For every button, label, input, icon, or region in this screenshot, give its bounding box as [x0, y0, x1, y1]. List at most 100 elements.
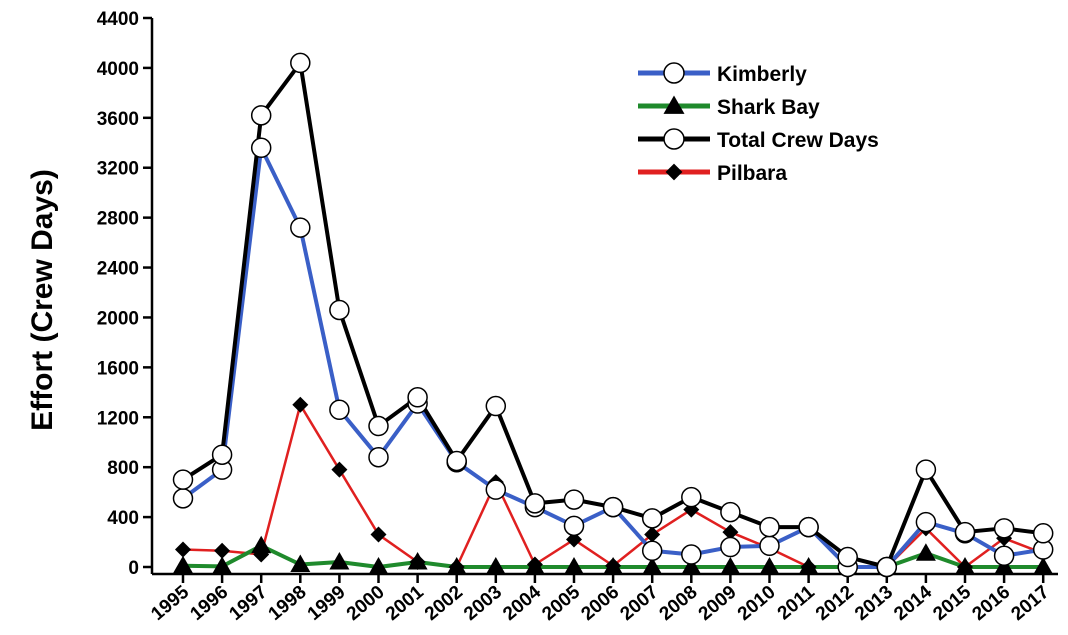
data-point-pilbara: [214, 542, 231, 559]
data-point-shark-bay: [212, 556, 233, 574]
data-point-shark-bay: [329, 552, 350, 570]
data-point-total-crew-days: [290, 52, 311, 74]
x-tick-label: 1996: [186, 582, 232, 625]
x-tick-label: 1998: [265, 582, 311, 625]
data-point-total-crew-days: [954, 521, 976, 543]
data-point-kimberly: [250, 137, 272, 159]
y-tick-label: 3200: [97, 159, 139, 180]
x-tick-label: 2016: [968, 582, 1014, 625]
data-point-shark-bay: [524, 557, 545, 575]
data-point-kimberly: [759, 535, 780, 557]
data-point-total-crew-days: [250, 105, 272, 126]
y-axis-label: Effort (Crew Days): [26, 169, 59, 431]
data-point-shark-bay: [603, 557, 624, 575]
series-layer: [172, 52, 1054, 578]
data-point-shark-bay: [446, 557, 467, 575]
data-point-pilbara: [292, 396, 309, 413]
series-line-total-crew-days: [181, 60, 1044, 569]
x-tick-label: 2010: [734, 582, 780, 625]
data-point-total-crew-days: [720, 501, 741, 523]
x-tick-label: 2012: [812, 582, 858, 625]
data-point-shark-bay: [1033, 557, 1054, 575]
data-point-total-crew-days: [798, 516, 819, 538]
data-point-shark-bay: [720, 557, 741, 575]
x-tick-label: 1999: [304, 582, 350, 625]
data-point-pilbara: [566, 531, 582, 548]
y-tick-label: 2000: [97, 308, 139, 329]
x-tick-label: 1995: [147, 581, 193, 625]
data-point-shark-bay: [290, 554, 311, 573]
x-tick-label: 1997: [226, 582, 272, 625]
data-point-kimberly: [720, 536, 741, 558]
x-tick-label: 2000: [343, 582, 389, 625]
data-point-total-crew-days: [368, 415, 389, 437]
data-point-kimberly: [485, 479, 507, 500]
data-point-shark-bay: [485, 557, 506, 575]
data-point-kimberly: [915, 511, 937, 533]
data-point-pilbara: [722, 524, 739, 541]
y-axis-ticks: 0 400 800 1200 1600 2000 2400 2800 3200 3600 4000 4…: [97, 9, 152, 579]
y-tick-label: 1600: [97, 358, 139, 379]
data-point-shark-bay: [798, 557, 819, 575]
data-point-total-crew-days: [1032, 523, 1054, 544]
data-point-kimberly: [993, 545, 1015, 567]
y-tick-label: 2800: [97, 209, 139, 230]
data-point-kimberly: [290, 217, 311, 238]
legend-label: Pilbara: [717, 162, 787, 185]
data-point-total-crew-days: [485, 395, 507, 417]
y-tick-label: 4000: [97, 59, 139, 80]
legend-marker: [663, 62, 685, 84]
x-tick-label: 2014: [890, 581, 936, 625]
data-point-shark-bay: [915, 543, 936, 561]
data-point-shark-bay: [642, 557, 663, 575]
y-tick-label: 4400: [97, 9, 139, 30]
y-tick-label: 1200: [97, 408, 139, 429]
x-tick-label: 2008: [656, 582, 702, 625]
data-point-total-crew-days: [641, 508, 663, 529]
y-tick-label: 400: [107, 508, 139, 529]
data-point-total-crew-days: [759, 516, 780, 538]
x-tick-label: 2005: [538, 581, 584, 625]
data-point-pilbara: [331, 461, 348, 478]
x-tick-label: 2013: [851, 582, 897, 625]
x-tick-label: 2006: [577, 582, 623, 625]
data-point-total-crew-days: [993, 518, 1015, 539]
x-tick-label: 2004: [499, 581, 545, 625]
x-tick-label: 2017: [1008, 582, 1054, 625]
x-tick-label: 2011: [774, 581, 819, 624]
data-point-total-crew-days: [602, 496, 624, 518]
data-point-shark-bay: [564, 557, 584, 575]
x-axis-ticks: 1995199619971998199920002001200220032004…: [147, 574, 1053, 625]
x-tick-label: 2001: [382, 581, 428, 625]
data-point-shark-bay: [955, 557, 975, 575]
data-point-pilbara: [644, 526, 661, 543]
legend-label: Total Crew Days: [717, 129, 879, 152]
y-tick-label: 2400: [97, 259, 139, 280]
series-markers-shark-bay: [173, 535, 1054, 575]
data-point-total-crew-days: [915, 459, 937, 480]
y-tick-label: 3600: [97, 109, 139, 130]
y-tick-label: 800: [107, 458, 139, 479]
data-point-total-crew-days: [837, 546, 858, 568]
x-tick-label: 2002: [421, 582, 467, 625]
legend-marker: [663, 95, 685, 114]
data-point-kimberly: [641, 540, 663, 562]
data-point-total-crew-days: [211, 444, 233, 465]
data-point-total-crew-days: [563, 489, 585, 510]
x-tick-label: 2015: [929, 581, 975, 625]
data-point-total-crew-days: [524, 493, 546, 514]
x-tick-label: 2007: [617, 582, 663, 625]
y-tick-label: 0: [128, 558, 139, 579]
data-point-kimberly: [681, 544, 702, 565]
series-markers-total-crew-days: [172, 52, 1054, 578]
data-point-shark-bay: [759, 557, 780, 575]
legend-marker: [663, 128, 685, 150]
series-line-pilbara: [182, 403, 1044, 569]
legend-label: Kimberly: [717, 63, 807, 86]
data-point-pilbara: [370, 526, 387, 543]
x-tick-label: 2003: [460, 582, 506, 625]
data-point-shark-bay: [368, 557, 389, 575]
data-point-shark-bay: [681, 557, 702, 575]
x-tick-label: 2009: [695, 582, 741, 625]
